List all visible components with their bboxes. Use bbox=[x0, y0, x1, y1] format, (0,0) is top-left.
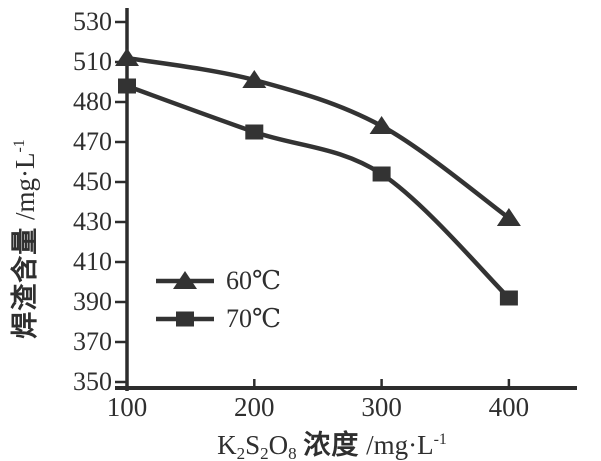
series-line-60c bbox=[124, 55, 512, 221]
axis-title-part: -1 bbox=[433, 431, 447, 448]
y-tick-label: 480 bbox=[73, 87, 112, 116]
y-tick-label: 390 bbox=[73, 287, 112, 316]
y-tick-label: 410 bbox=[73, 247, 112, 276]
axis-title-part: 焊渣含量 bbox=[10, 226, 41, 339]
x-tick-label: 300 bbox=[361, 392, 402, 422]
legend: 60℃ 70℃ bbox=[156, 262, 281, 338]
legend-item-70c: 70℃ bbox=[156, 300, 281, 338]
series-line-70c bbox=[124, 83, 512, 301]
legend-label: 60℃ bbox=[226, 266, 282, 295]
axis-title-part: 2 bbox=[260, 444, 269, 461]
marker-triangle-icon bbox=[369, 116, 394, 134]
axis-title-part: /mg·L bbox=[359, 430, 434, 460]
axis-title-part: O bbox=[268, 430, 289, 460]
triangle-swatch-icon bbox=[156, 271, 214, 289]
marker-triangle-icon bbox=[115, 48, 139, 66]
axis-title-part: S bbox=[245, 430, 261, 460]
marker-square-icon bbox=[118, 78, 136, 94]
y-tick-label: 350 bbox=[73, 367, 112, 396]
y-tick-label: 450 bbox=[73, 167, 112, 196]
y-tick-label: 470 bbox=[73, 127, 112, 156]
x-tick-label: 200 bbox=[234, 392, 275, 422]
axis-title-part: 浓度 bbox=[303, 430, 360, 461]
y-axis-title: 焊渣含量 /mg·L-1 bbox=[3, 49, 41, 429]
x-tick-label: 400 bbox=[488, 392, 530, 422]
legend-square-icon bbox=[176, 311, 194, 327]
axis-title-part: 2 bbox=[236, 444, 246, 461]
y-tick-label: 530 bbox=[73, 7, 112, 36]
square-swatch-icon bbox=[156, 311, 214, 327]
axis-title-part: 8 bbox=[288, 444, 297, 461]
legend-triangle-icon bbox=[173, 271, 197, 289]
marker-triangle-icon bbox=[242, 70, 267, 88]
x-axis-title: K2S2O8 浓度 /mg·L-1 bbox=[150, 424, 514, 461]
legend-item-60c: 60℃ bbox=[156, 262, 281, 300]
y-tick-label: 510 bbox=[73, 47, 112, 76]
axis-title-part: K bbox=[217, 430, 237, 460]
marker-square-icon bbox=[372, 166, 391, 182]
x-tick-label: 100 bbox=[106, 392, 148, 422]
y-tick-label: 430 bbox=[73, 207, 112, 236]
marker-square-icon bbox=[499, 290, 518, 306]
marker-triangle-icon bbox=[496, 208, 521, 226]
marker-square-icon bbox=[245, 124, 264, 140]
y-tick-label: 370 bbox=[73, 327, 112, 356]
axis-title-part: -1 bbox=[11, 139, 28, 153]
legend-label: 70℃ bbox=[226, 304, 282, 333]
